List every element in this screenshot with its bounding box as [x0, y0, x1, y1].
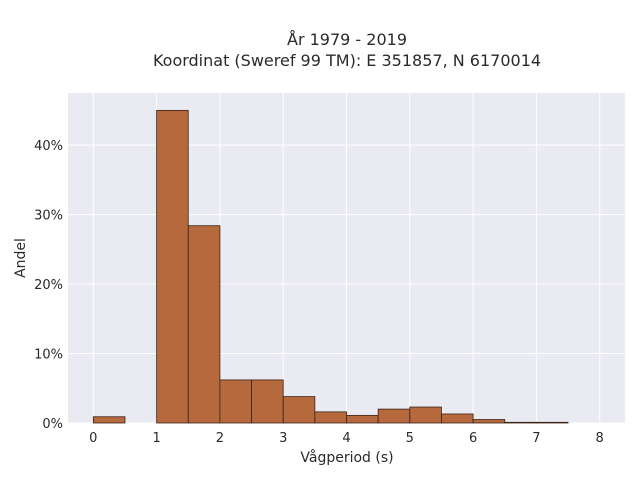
y-tick-label: 10% [34, 348, 63, 363]
x-axis-ticks: 0 1 2 3 4 5 6 7 8 [89, 431, 604, 446]
histogram-bar [346, 414, 379, 424]
x-tick-label: 5 [406, 431, 414, 446]
histogram-bar [504, 421, 537, 424]
histogram-bar [441, 413, 474, 424]
x-tick-label: 3 [279, 431, 287, 446]
x-axis-label: Vågperiod (s) [300, 449, 393, 466]
histogram-bar [314, 411, 347, 424]
y-tick-label: 40% [34, 139, 63, 154]
y-axis-label: Andel [13, 238, 29, 278]
chart-title-line2: Koordinat (Sweref 99 TM): E 351857, N 61… [153, 51, 541, 70]
x-tick-label: 7 [532, 431, 540, 446]
histogram-bar [377, 408, 411, 424]
histogram-bar [409, 406, 442, 424]
histogram-bar [219, 379, 252, 424]
y-tick-label: 20% [34, 278, 63, 293]
histogram-bar [472, 419, 506, 424]
histogram-bar [92, 416, 126, 424]
x-tick-label: 8 [596, 431, 604, 446]
y-tick-label: 0% [42, 417, 63, 432]
histogram-bar [535, 421, 569, 424]
chart-title-line1: År 1979 - 2019 [287, 30, 407, 49]
x-tick-label: 1 [152, 431, 160, 446]
x-tick-label: 4 [342, 431, 350, 446]
y-tick-label: 30% [34, 209, 63, 224]
histogram-bar [187, 225, 221, 424]
x-tick-label: 0 [89, 431, 97, 446]
histogram-bar [156, 109, 189, 424]
histogram-bar [251, 379, 284, 424]
y-axis-ticks: 0% 10% 20% 30% 40% [34, 139, 63, 432]
x-tick-label: 6 [469, 431, 477, 446]
histogram-bars [92, 109, 569, 424]
x-tick-label: 2 [216, 431, 224, 446]
histogram-bar [282, 396, 316, 424]
